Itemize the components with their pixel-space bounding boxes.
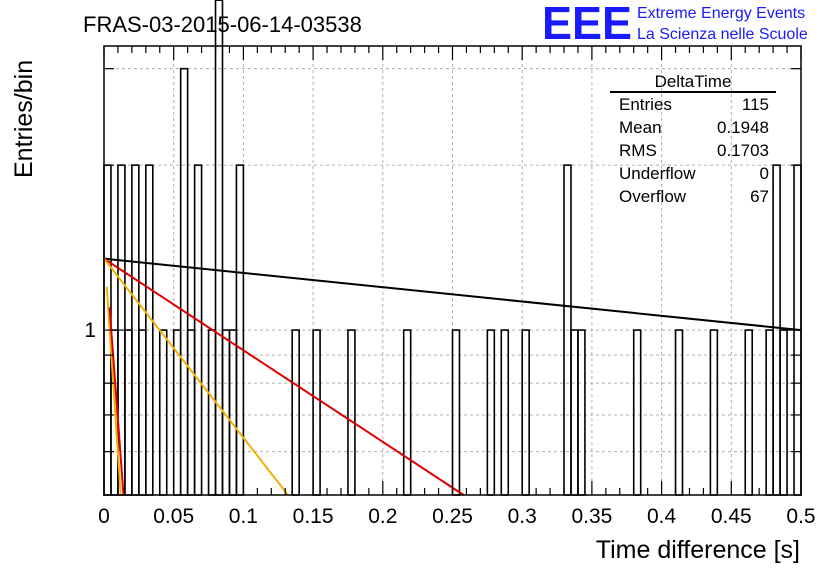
stats-row-value: 67 [750, 187, 769, 206]
fit-line [105, 286, 122, 496]
histogram-bar [214, 0, 224, 496]
eee-logo-mark: EEE [542, 0, 632, 49]
stats-row-value: 115 [742, 95, 769, 114]
stats-row-value: 0.1948 [717, 118, 769, 137]
x-tick-label: 0.2 [368, 505, 397, 528]
y-axis-label: Entries/bin [10, 60, 38, 178]
x-tick-label: 0.15 [293, 505, 334, 528]
stats-box: DeltaTime Entries 115 Mean 0.1948 RMS 0.1703 U… [610, 72, 776, 206]
histogram-bar [179, 67, 189, 496]
stats-title: DeltaTime [655, 72, 732, 91]
x-tick-label: 0.25 [432, 505, 473, 528]
eee-logo: EEE Extreme Energy Events La Scienza nel… [542, 0, 808, 49]
fit-line [103, 257, 465, 496]
x-tick-label: 0.05 [153, 505, 194, 528]
x-tick-labels: 0 0.05 0.1 0.15 0.2 0.25 0.3 0.35 0.4 0.45 0.5 [98, 505, 815, 528]
stats-row-label: Entries [619, 95, 672, 114]
axis-ticks [103, 46, 802, 495]
x-tick-label: 0.3 [508, 505, 537, 528]
stats-row-label: Underflow [619, 164, 696, 183]
y-tick-labels: 1 [84, 319, 96, 342]
x-tick-label: 0.1 [229, 505, 258, 528]
fit-line [103, 258, 289, 496]
x-tick-label: 0 [98, 505, 110, 528]
x-axis-label: Time difference [s] [596, 536, 800, 564]
fit-curves [103, 257, 802, 496]
stats-row-value: 0.1703 [717, 141, 769, 160]
fit-line [103, 257, 802, 332]
stats-row-value: 0 [760, 164, 769, 183]
chart-title: FRAS-03-2015-06-14-03538 [83, 12, 362, 37]
x-tick-label: 0.5 [786, 505, 815, 528]
eee-logo-line2: La Scienza nelle Scuole [637, 26, 808, 43]
fit-line [108, 307, 125, 496]
stats-row-label: Overflow [619, 187, 687, 206]
stats-row-label: Mean [619, 118, 662, 137]
y-tick-label: 1 [84, 319, 96, 342]
eee-logo-line1: Extreme Energy Events [637, 5, 805, 22]
x-tick-label: 0.45 [711, 505, 752, 528]
x-tick-label: 0.35 [571, 505, 612, 528]
stats-row-label: RMS [619, 141, 657, 160]
x-tick-label: 0.4 [647, 505, 677, 528]
